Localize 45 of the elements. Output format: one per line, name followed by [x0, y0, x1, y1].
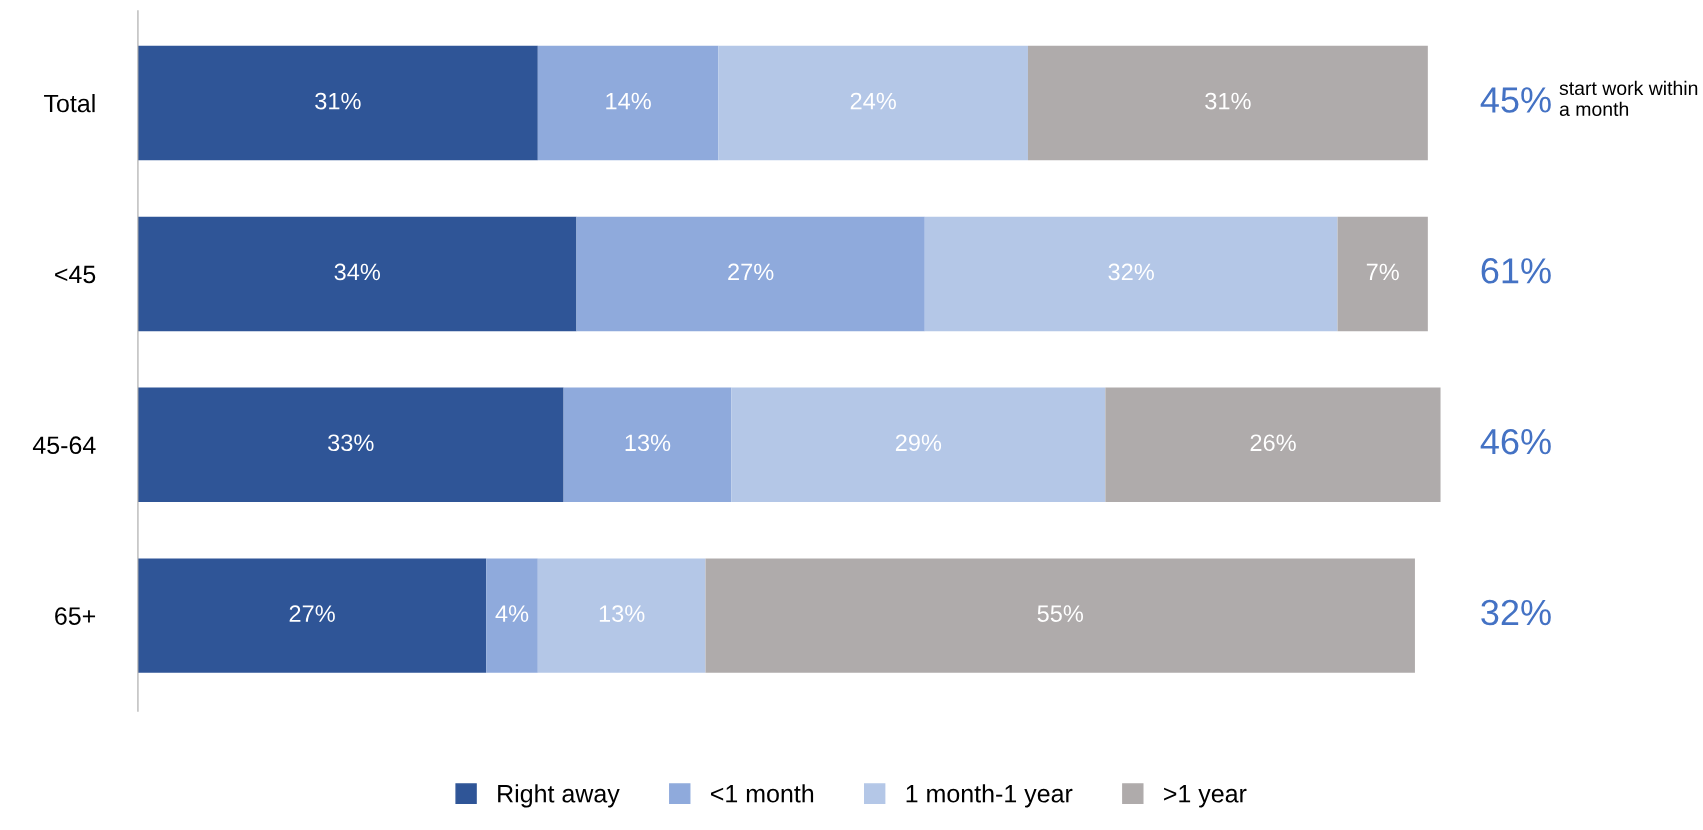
data-label: 13% — [625, 434, 671, 452]
legend-label: Right away — [498, 784, 620, 808]
bar — [537, 558, 706, 673]
bar — [731, 387, 1106, 503]
legend-label: 1 month-1 year — [906, 784, 1073, 808]
bar — [1337, 216, 1428, 332]
y-tick-label: Total — [44, 94, 95, 113]
legend-label: >1 year — [1164, 785, 1247, 808]
data-label: 31% — [1205, 92, 1251, 110]
bar — [563, 387, 732, 503]
data-label: 55% — [1037, 605, 1084, 622]
text: start work within a month — [1559, 80, 1698, 117]
bar — [537, 45, 719, 161]
y-tick-label: 65+ — [55, 607, 96, 625]
bar — [137, 387, 564, 503]
bar — [137, 558, 487, 673]
bar — [576, 216, 925, 332]
text: 46% — [1480, 428, 1551, 455]
data-label: 13% — [599, 605, 645, 622]
text: 32% — [1481, 599, 1551, 626]
text: 45% — [1480, 87, 1551, 113]
data-label: 32% — [1108, 263, 1154, 281]
bar — [924, 216, 1338, 332]
data-label: 29% — [895, 434, 942, 452]
legend-label: <1 month — [711, 784, 814, 803]
y-tick-label: <45 — [55, 265, 96, 284]
y-tick-label: 45-64 — [32, 436, 96, 455]
data-label: 14% — [606, 92, 651, 110]
data-label: 26% — [1250, 434, 1296, 452]
data-label: 27% — [289, 605, 335, 622]
bar — [1027, 45, 1428, 161]
text: 61% — [1481, 258, 1551, 284]
data-label: 4% — [495, 605, 529, 622]
data-label: 31% — [315, 92, 361, 110]
data-label: 7% — [1366, 263, 1399, 281]
bar — [137, 45, 538, 161]
data-label: 34% — [334, 263, 381, 281]
data-label: 27% — [728, 263, 774, 281]
bar — [718, 45, 1028, 161]
data-label: 33% — [328, 434, 374, 452]
bar — [137, 216, 577, 332]
bar — [1105, 387, 1441, 503]
data-label: 24% — [850, 92, 896, 110]
bar — [486, 558, 538, 673]
bar — [705, 558, 1415, 673]
